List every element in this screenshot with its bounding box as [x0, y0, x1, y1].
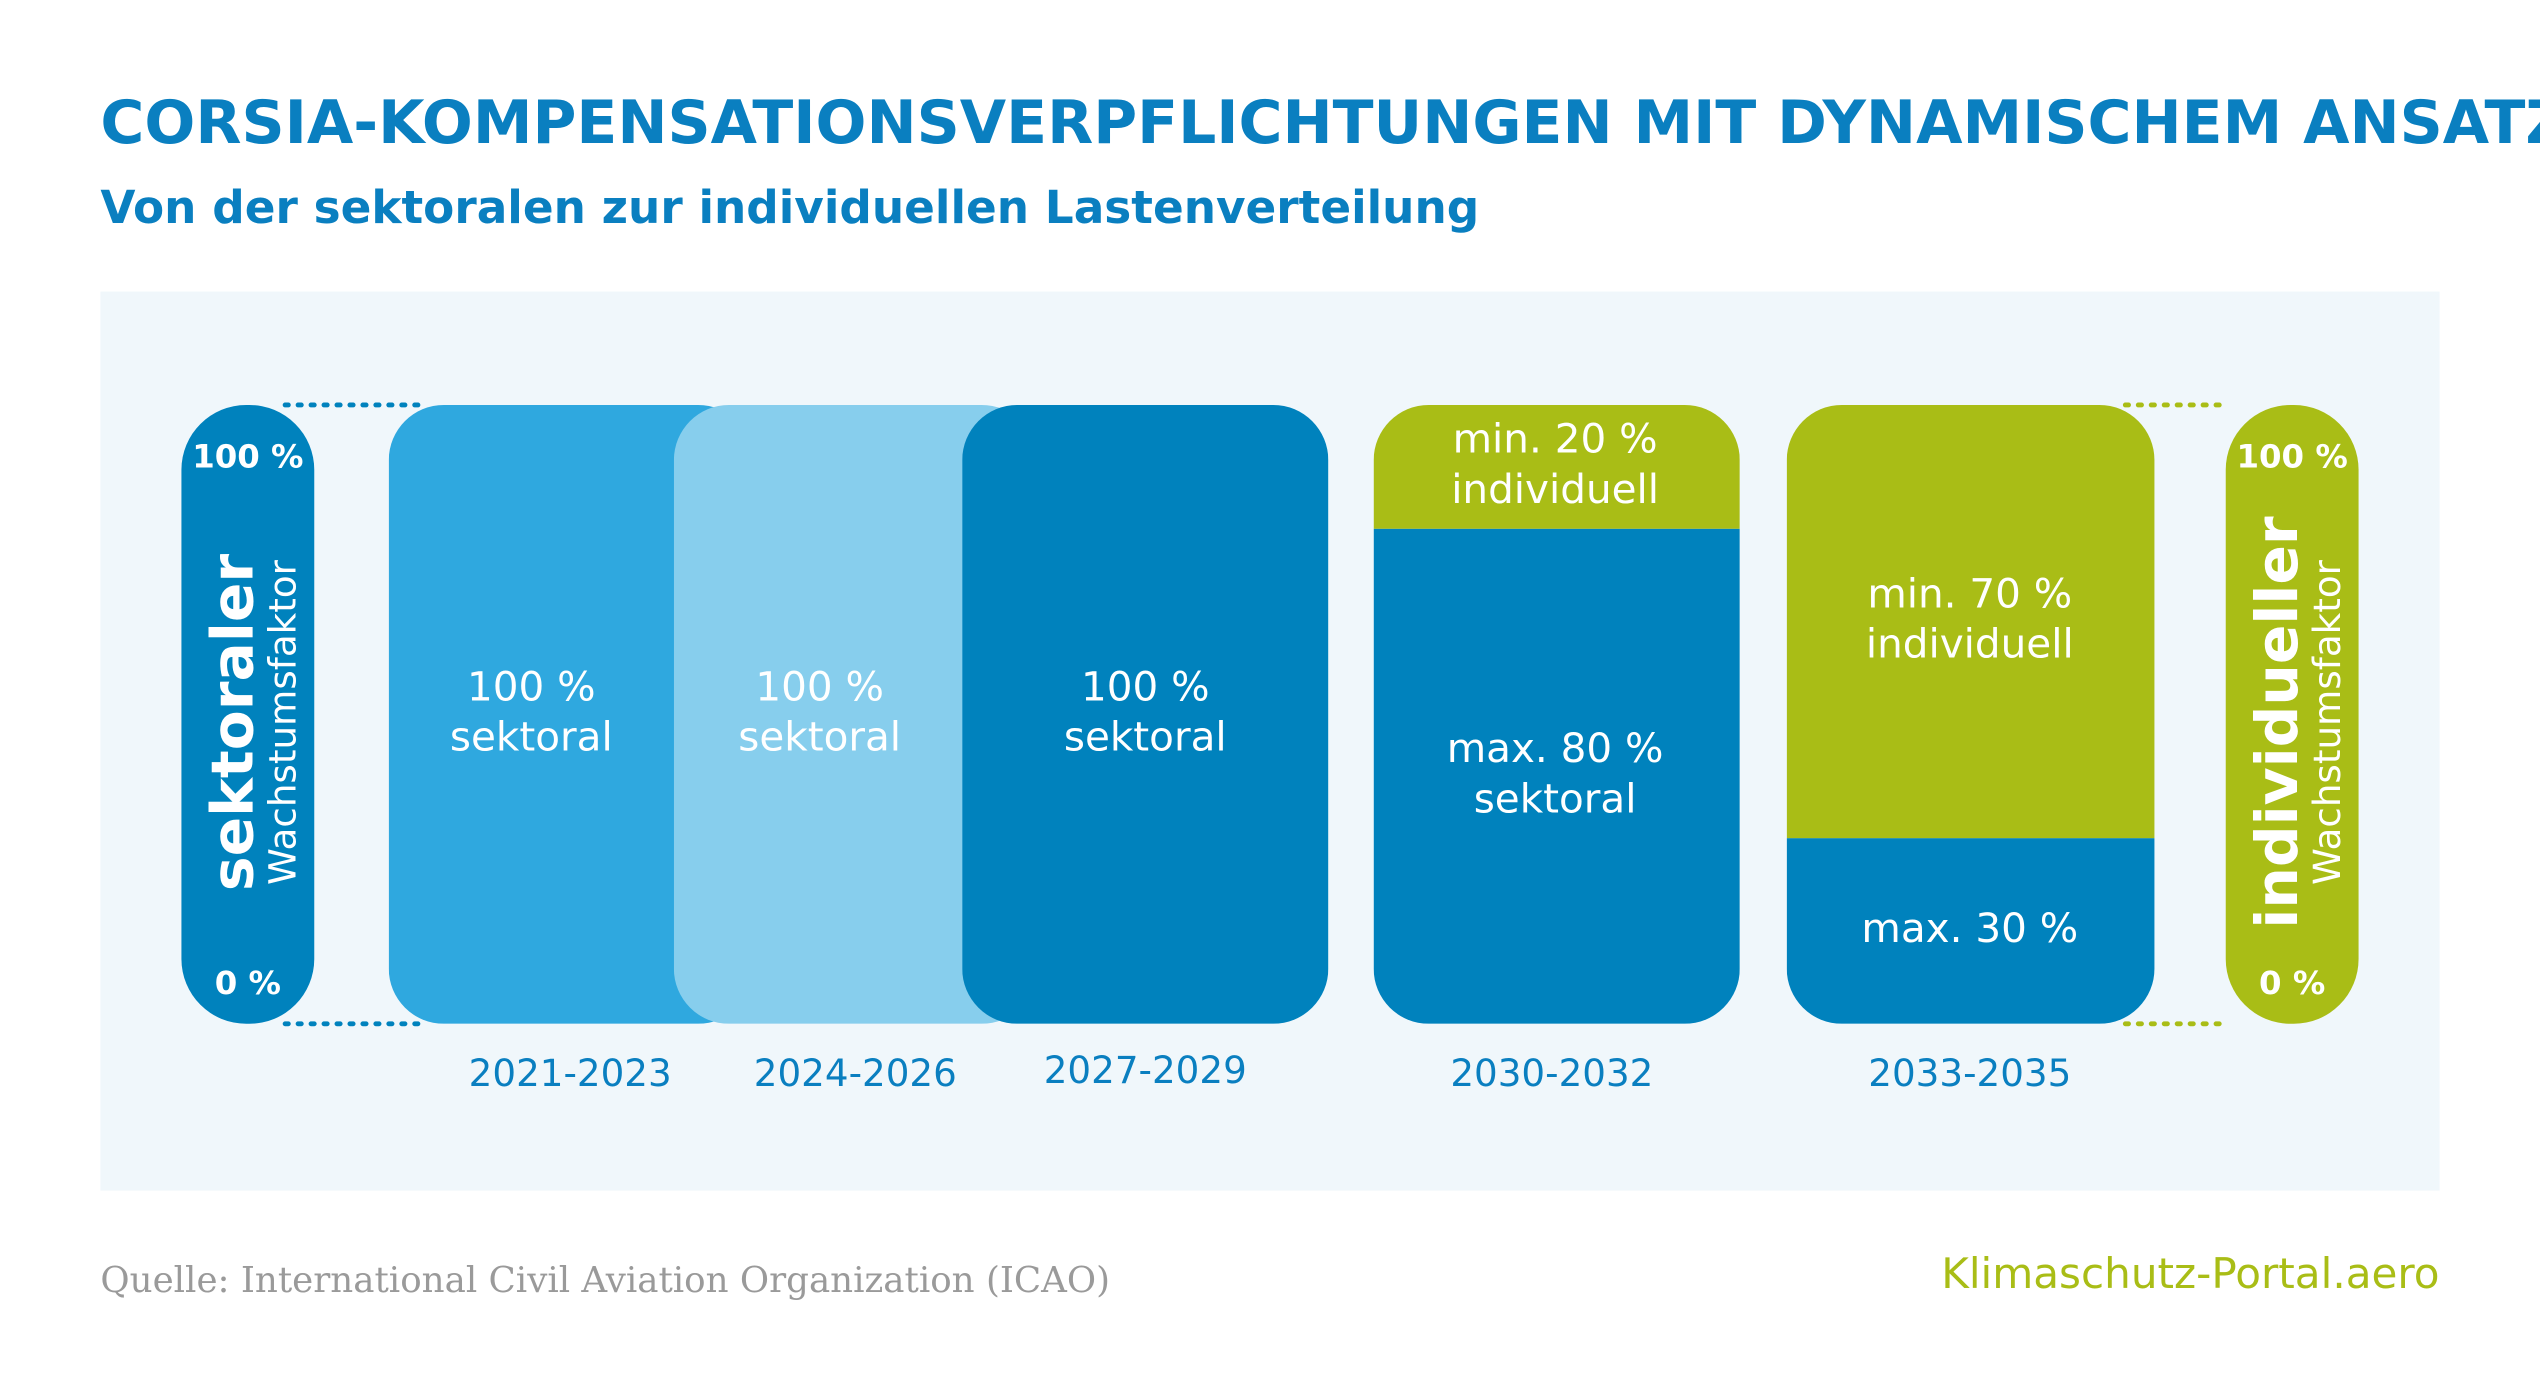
y-tick-label: 0 % — [215, 964, 281, 1002]
axis-title: individueller — [2243, 516, 2311, 928]
value-label: 100 % sektoral — [1064, 662, 1227, 760]
brand: Klimaschutz-Portal.aero — [1941, 1249, 2439, 1298]
bar-segment — [962, 404, 1329, 1024]
y-tick-label: 0 % — [2259, 964, 2325, 1002]
bar-group — [1373, 404, 1740, 1024]
y-tick-label: 100 % — [2237, 437, 2348, 475]
value-label: 100 % sektoral — [450, 662, 613, 760]
axis-subtitle: Wachstumsfaktor — [2305, 559, 2349, 885]
axis-subtitle: Wachstumsfaktor — [261, 559, 305, 885]
bar-group — [1786, 404, 2155, 1024]
value-label: min. 20 % individuell — [1451, 415, 1659, 513]
x-tick-label: 2030-2032 — [1450, 1051, 1653, 1095]
value-label: 100 % sektoral — [738, 662, 901, 760]
axis-pill — [181, 404, 315, 1024]
axis-pill — [2225, 404, 2359, 1024]
x-tick-label: 2024-2026 — [754, 1051, 957, 1095]
y-tick-label: 100 % — [192, 437, 303, 475]
x-tick-label: 2033-2035 — [1868, 1051, 2071, 1095]
bar-segment — [1373, 404, 1740, 529]
x-tick-label: 2027-2029 — [1044, 1048, 1247, 1092]
bar-segment — [1786, 404, 2155, 839]
value-label: max. 80 % sektoral — [1447, 724, 1664, 822]
bar-group — [962, 404, 1329, 1024]
source: Quelle: International Civil Aviation Org… — [100, 1260, 1110, 1301]
value-label: min. 70 % individuell — [1866, 569, 2074, 667]
value-label: max. 30 % — [1861, 904, 2078, 952]
axis-title: sektoraler — [199, 554, 267, 892]
chart-subtitle: Von der sektoralen zur individuellen Las… — [100, 181, 1479, 234]
bar-segment — [1786, 838, 2155, 1024]
x-tick-label: 2021-2023 — [469, 1051, 672, 1095]
chart-title: CORSIA-KOMPENSATIONSVERPFLICHTUNGEN MIT … — [100, 88, 2540, 158]
bar-segment — [1373, 528, 1740, 1024]
